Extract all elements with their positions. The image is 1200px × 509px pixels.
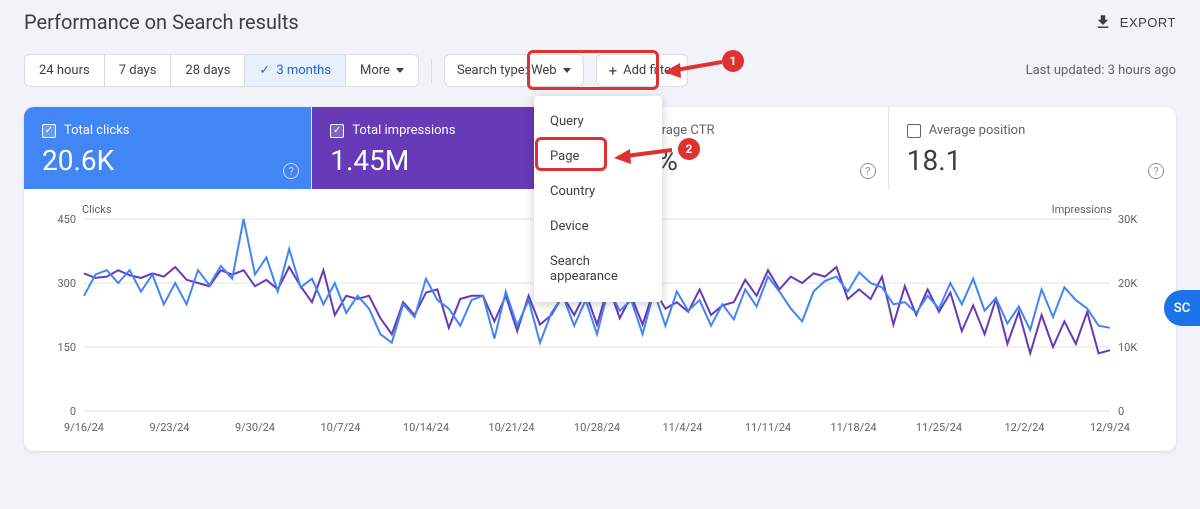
export-button[interactable]: EXPORT — [1094, 13, 1176, 31]
metric-label: Average position — [929, 123, 1026, 138]
checkbox-checked-icon: ✓ — [330, 124, 344, 138]
toolbar: 24 hours 7 days 28 days ✓ 3 months More Searc… — [0, 42, 1200, 99]
date-segment-label: 24 hours — [39, 63, 90, 78]
svg-text:11/4/24: 11/4/24 — [663, 421, 703, 434]
svg-text:150: 150 — [57, 341, 76, 354]
checkbox-checked-icon: ✓ — [42, 124, 56, 138]
date-segment-label: 3 months — [276, 63, 331, 78]
help-icon[interactable]: ? — [860, 163, 876, 179]
svg-text:9/23/24: 9/23/24 — [150, 421, 190, 434]
svg-text:11/25/24: 11/25/24 — [916, 421, 962, 434]
svg-text:10K: 10K — [1118, 341, 1137, 354]
metric-total-clicks[interactable]: ✓ Total clicks 20.6K? — [24, 107, 312, 189]
checkbox-icon — [907, 124, 921, 138]
svg-text:9/30/24: 9/30/24 — [235, 421, 275, 434]
last-updated-text: Last updated: 3 hours ago — [1026, 63, 1176, 78]
filter-menu-item-page[interactable]: Page — [534, 139, 662, 174]
filter-menu-item-country[interactable]: Country — [534, 174, 662, 209]
svg-text:12/9/24: 12/9/24 — [1090, 421, 1130, 434]
svg-text:12/2/24: 12/2/24 — [1005, 421, 1045, 434]
filter-menu-item-device[interactable]: Device — [534, 209, 662, 244]
svg-text:Clicks: Clicks — [82, 203, 112, 216]
plus-icon: + — [609, 65, 618, 77]
svg-text:10/28/24: 10/28/24 — [574, 421, 620, 434]
filter-menu-item-search-appearance[interactable]: Search appearance — [534, 244, 662, 294]
metric-label: Total impressions — [352, 123, 455, 138]
download-icon — [1094, 13, 1112, 31]
svg-text:11/18/24: 11/18/24 — [830, 421, 876, 434]
svg-text:20K: 20K — [1118, 277, 1137, 290]
date-range-segmented: 24 hours 7 days 28 days ✓ 3 months More — [24, 54, 419, 87]
filter-menu-item-query[interactable]: Query — [534, 104, 662, 139]
svg-text:10/21/24: 10/21/24 — [488, 421, 534, 434]
help-icon[interactable]: ? — [283, 163, 299, 179]
caret-down-icon — [563, 68, 571, 73]
svg-text:300: 300 — [57, 277, 76, 290]
svg-text:Impressions: Impressions — [1052, 203, 1113, 216]
date-segment-label: 28 days — [185, 63, 230, 78]
floating-badge[interactable]: SC — [1164, 290, 1200, 326]
metric-average-position[interactable]: Average position 18.1? — [889, 107, 1176, 189]
annotation-badge-2: 2 — [678, 138, 700, 160]
svg-text:30K: 30K — [1118, 213, 1137, 226]
add-filter-label: Add filter — [623, 63, 675, 78]
page-title: Performance on Search results — [24, 10, 299, 34]
date-segment-28-days[interactable]: 28 days — [171, 55, 245, 86]
export-label: EXPORT — [1120, 15, 1176, 30]
svg-text:450: 450 — [57, 213, 76, 226]
help-icon[interactable]: ? — [1148, 163, 1164, 179]
svg-text:9/16/24: 9/16/24 — [64, 421, 104, 434]
date-segment-more[interactable]: More — [346, 55, 418, 86]
svg-text:0: 0 — [70, 405, 76, 418]
svg-text:11/11/24: 11/11/24 — [745, 421, 791, 434]
date-segment-7-days[interactable]: 7 days — [105, 55, 172, 86]
caret-down-icon — [396, 68, 404, 73]
svg-text:10/14/24: 10/14/24 — [403, 421, 449, 434]
search-type-label: Search type: Web — [457, 63, 557, 78]
metric-value: 20.6K — [42, 144, 293, 177]
date-segment-label: 7 days — [119, 63, 157, 78]
add-filter-button[interactable]: + Add filter — [596, 54, 689, 87]
metric-value: 18.1 — [907, 144, 1158, 177]
annotation-badge-1: 1 — [722, 50, 744, 72]
metric-label: Total clicks — [64, 123, 129, 138]
date-segment-3-months[interactable]: ✓ 3 months — [245, 55, 346, 86]
add-filter-dropdown[interactable]: QueryPageCountryDeviceSearch appearance — [534, 96, 662, 302]
check-icon: ✓ — [259, 63, 270, 78]
svg-text:0: 0 — [1118, 405, 1124, 418]
date-segment-label: More — [360, 63, 390, 78]
search-type-chip[interactable]: Search type: Web — [444, 54, 584, 87]
vertical-divider — [431, 59, 432, 83]
date-segment-24-hours[interactable]: 24 hours — [25, 55, 105, 86]
svg-text:10/7/24: 10/7/24 — [321, 421, 361, 434]
